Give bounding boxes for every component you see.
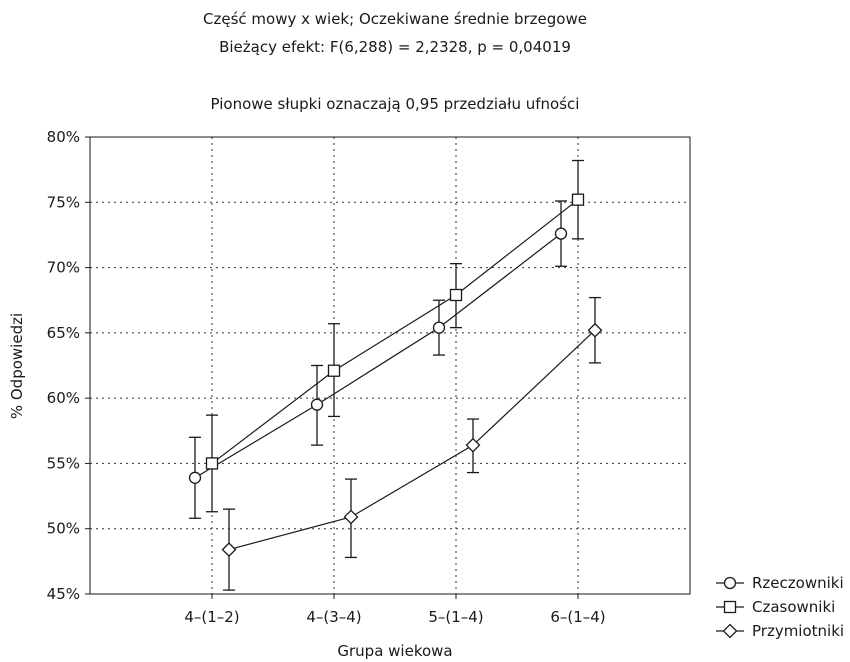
legend: Rzeczowniki Czasowniki Przymiotniki (716, 574, 844, 640)
x-tick-label: 4–(3–4) (306, 608, 361, 626)
data-point (221, 542, 237, 558)
series-line (194, 233, 562, 479)
series-line (211, 199, 579, 464)
data-point (310, 398, 324, 411)
x-tick-label: 4–(1–2) (184, 608, 239, 626)
y-tick-label: 55% (47, 454, 80, 472)
data-point (571, 193, 585, 206)
legend-label: Przymiotniki (752, 622, 844, 640)
y-tick-label: 80% (47, 128, 80, 146)
legend-label: Rzeczowniki (752, 574, 844, 592)
legend-item-przymiotniki: Przymiotniki (716, 622, 844, 640)
x-axis-label: Grupa wiekowa (337, 642, 452, 660)
data-point (327, 364, 341, 377)
series-przymiotniki (221, 296, 603, 591)
legend-item-czasowniki: Czasowniki (716, 598, 835, 616)
data-point (205, 457, 219, 470)
data-point (343, 509, 359, 525)
data-point (449, 288, 463, 302)
series-layer (188, 159, 603, 591)
legend-marker (723, 576, 737, 590)
y-tick-label: 45% (47, 585, 80, 603)
series-line (228, 329, 596, 551)
data-point (188, 471, 202, 484)
x-tick-label: 5–(1–4) (428, 608, 483, 626)
y-tick-label: 65% (47, 324, 80, 342)
chart-note: Pionowe słupki oznaczają 0,95 przedziału… (211, 95, 580, 113)
series-czasowniki (205, 159, 585, 513)
data-point (554, 227, 568, 240)
legend-marker (723, 600, 737, 614)
grid (90, 137, 690, 594)
y-tick-label: 70% (47, 259, 80, 277)
x-axis-ticks: 4–(1–2) 4–(3–4) 5–(1–4) 6–(1–4) (184, 594, 606, 626)
data-point (432, 321, 446, 334)
y-tick-label: 60% (47, 389, 80, 407)
legend-item-rzeczowniki: Rzeczowniki (716, 574, 844, 592)
plot-frame (89, 136, 691, 595)
y-axis-ticks: 45% 50% 55% 60% 65% 70% 75% 80% (47, 128, 90, 603)
x-tick-label: 6–(1–4) (550, 608, 605, 626)
y-axis-label: % Odpowiedzi (8, 313, 26, 419)
legend-marker (722, 623, 738, 639)
data-point (465, 437, 481, 453)
chart-subtitle: Bieżący efekt: F(6,288) = 2,2328, p = 0,… (219, 38, 571, 56)
chart-title: Część mowy x wiek; Oczekiwane średnie br… (203, 10, 587, 28)
legend-label: Czasowniki (752, 598, 835, 616)
y-tick-label: 75% (47, 193, 80, 211)
series-rzeczowniki (188, 200, 568, 519)
data-point (587, 322, 603, 338)
y-tick-label: 50% (47, 520, 80, 538)
